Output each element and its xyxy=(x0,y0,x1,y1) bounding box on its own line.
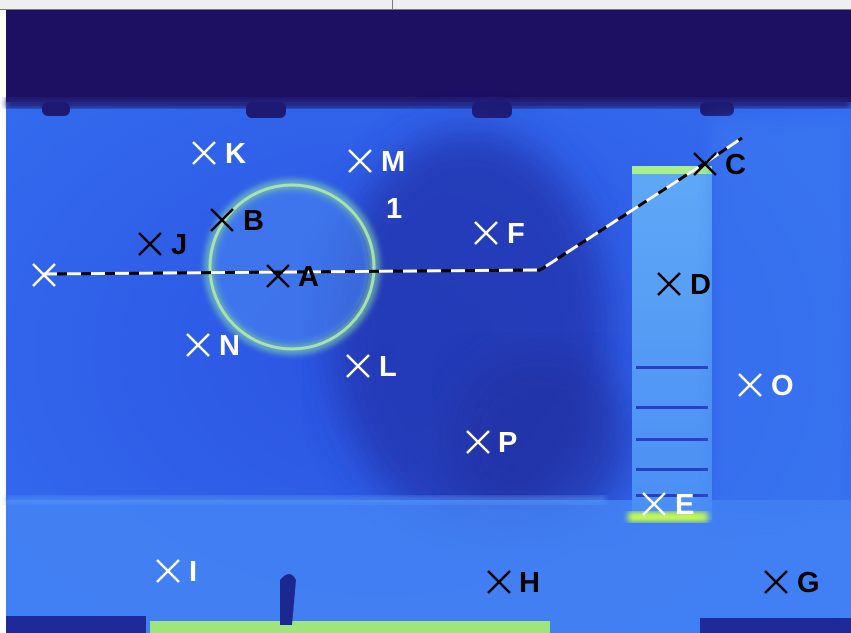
right-area xyxy=(712,120,851,520)
marker-D-label: D xyxy=(690,269,711,301)
region-label: 1 xyxy=(386,193,402,225)
bottom-hot-strip xyxy=(150,621,550,633)
marker-N-label: N xyxy=(219,330,240,362)
top-bar xyxy=(0,0,851,10)
strip-band xyxy=(636,366,708,369)
vertical-strip-bottom xyxy=(628,512,708,522)
band-notch xyxy=(42,102,70,116)
marker-O: O xyxy=(738,370,794,402)
lower-warm-band xyxy=(6,500,851,633)
marker-L-label: L xyxy=(379,351,397,383)
marker-H: H xyxy=(487,567,540,599)
marker-B: B xyxy=(210,205,264,237)
marker-A-label: A xyxy=(298,261,319,293)
bottom-shadow xyxy=(700,618,851,633)
vertical-strip xyxy=(632,168,712,520)
band-notch xyxy=(700,102,734,116)
band-notch xyxy=(472,102,512,118)
marker-J: J xyxy=(138,229,187,261)
marker-N: N xyxy=(186,330,240,362)
strip-band xyxy=(636,468,708,471)
marker-M: M xyxy=(348,146,405,178)
marker-B-label: B xyxy=(243,205,264,237)
circular-ring-edge xyxy=(208,183,376,351)
marker-G: G xyxy=(764,567,820,599)
marker-J-label: J xyxy=(171,229,187,261)
dark-top-band xyxy=(6,10,851,102)
marker-D: D xyxy=(657,269,711,301)
dark-band-edge xyxy=(6,98,851,108)
marker-M-label: M xyxy=(381,146,405,178)
top-bar-divider xyxy=(392,0,393,10)
strip-band xyxy=(636,438,708,441)
marker-K: K xyxy=(192,138,246,170)
marker-I-label: I xyxy=(189,556,197,588)
marker-L: L xyxy=(346,351,397,383)
circular-ring-inner xyxy=(216,191,368,343)
marker-K-label: K xyxy=(225,138,246,170)
strip-band xyxy=(636,494,708,497)
thermal-image: 1 A B C D E F xyxy=(0,10,851,633)
left-edge xyxy=(0,10,6,633)
marker-E-label: E xyxy=(675,489,694,521)
marker-C: C xyxy=(693,149,746,181)
lower-band-line xyxy=(6,496,606,504)
marker-H-label: H xyxy=(519,567,540,599)
marker-F: F xyxy=(474,218,525,250)
marker-C-label: C xyxy=(725,149,746,181)
marker-P: P xyxy=(466,427,517,459)
marker-P-label: P xyxy=(498,427,517,459)
profile-line xyxy=(42,136,743,276)
marker-G-label: G xyxy=(797,567,820,599)
marker-E: E xyxy=(642,489,694,521)
marker-O-label: O xyxy=(771,370,794,402)
cold-area xyxy=(450,350,630,530)
marker-I: I xyxy=(156,556,197,588)
marker-A: A xyxy=(266,261,319,293)
band-notch xyxy=(246,102,286,118)
strip-band xyxy=(636,406,708,409)
marker-F-label: F xyxy=(507,218,525,250)
vertical-strip-top xyxy=(632,166,712,174)
bottom-shadow xyxy=(6,616,146,633)
profile-start-marker xyxy=(32,263,56,287)
small-object-shadow xyxy=(280,574,296,625)
